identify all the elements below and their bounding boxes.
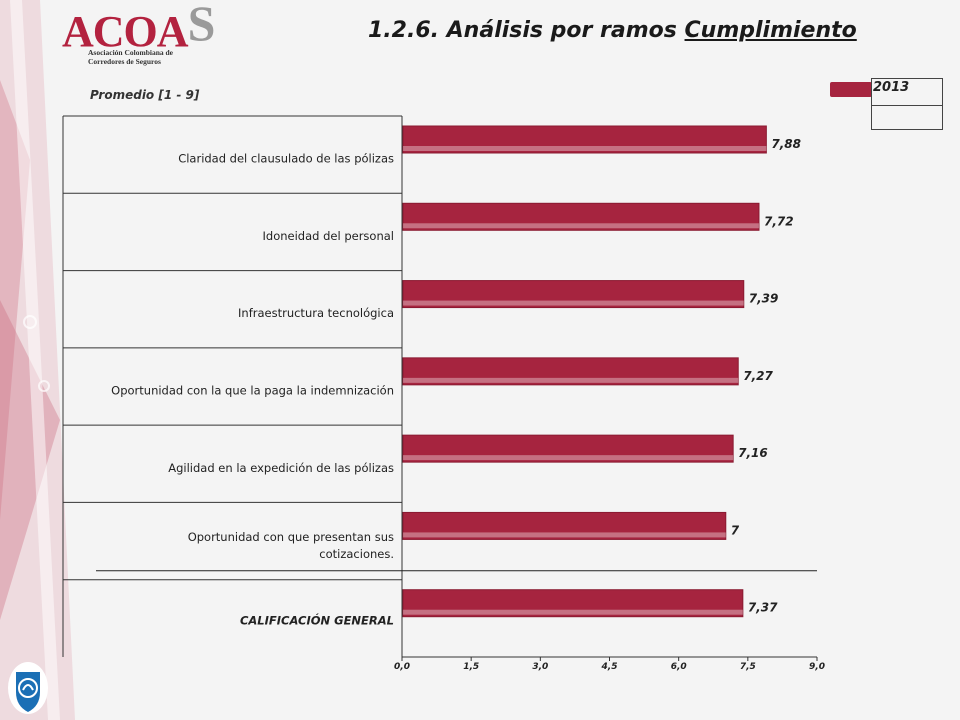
x-tick-label: 1,5: [463, 662, 479, 672]
x-tick-label: 0,0: [394, 662, 410, 672]
page-title: 1.2.6. Análisis por ramos Cumplimiento: [368, 18, 857, 43]
category-label: Claridad del clausulado de las pólizas: [178, 152, 394, 166]
x-tick-label: 7,5: [740, 662, 756, 672]
bar-highlight: [403, 146, 767, 151]
bar: [402, 357, 739, 386]
data-label: 7: [731, 523, 740, 537]
bar-highlight: [403, 455, 734, 461]
bar-highlight: [403, 609, 743, 615]
x-tick-label: 3,0: [532, 662, 548, 672]
bar: [402, 434, 734, 463]
bar-highlight: [403, 300, 744, 306]
bar-highlight: [403, 223, 759, 229]
data-label: 7,16: [738, 446, 768, 460]
bar: [402, 280, 745, 309]
category-label: Idoneidad del personal: [263, 229, 394, 243]
x-tick-label: 9,0: [809, 662, 825, 672]
acoas-logo: ACOAS Asociación Colombiana de Corredores…: [62, 0, 215, 66]
legend-swatch: [830, 82, 872, 97]
data-label: 7,88: [771, 137, 801, 151]
data-label: 7,27: [743, 369, 773, 383]
category-label: Oportunidad con la que la paga la indemn…: [111, 384, 394, 398]
bar: [402, 589, 744, 618]
category-label: Agilidad en la expedición de las pólizas: [168, 461, 394, 475]
legend-label: 2013: [873, 80, 910, 95]
data-label: 7,39: [749, 292, 779, 306]
category-label: CALIFICACIÓN GENERAL: [240, 613, 394, 628]
shield-logo-icon: [8, 662, 48, 714]
x-tick-label: 4,5: [601, 662, 618, 672]
bar: [402, 202, 760, 231]
bar-highlight: [403, 532, 726, 538]
data-label: 7,72: [764, 214, 794, 228]
data-label: 7,37: [748, 601, 778, 615]
bar-highlight: [403, 377, 739, 383]
bar: [402, 511, 727, 540]
category-label: Infraestructura tecnológica: [238, 306, 394, 320]
chart-subtitle: Promedio [1 - 9]: [90, 88, 200, 102]
x-tick-label: 6,0: [671, 662, 687, 672]
bar: [402, 125, 767, 154]
decorative-background: [0, 0, 75, 720]
category-label: Oportunidad con que presentan sus cotizac…: [188, 530, 394, 561]
